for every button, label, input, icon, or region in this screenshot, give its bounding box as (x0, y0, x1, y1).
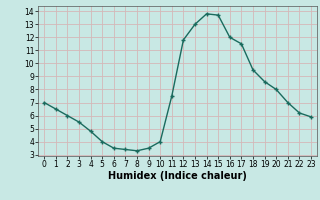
X-axis label: Humidex (Indice chaleur): Humidex (Indice chaleur) (108, 171, 247, 181)
